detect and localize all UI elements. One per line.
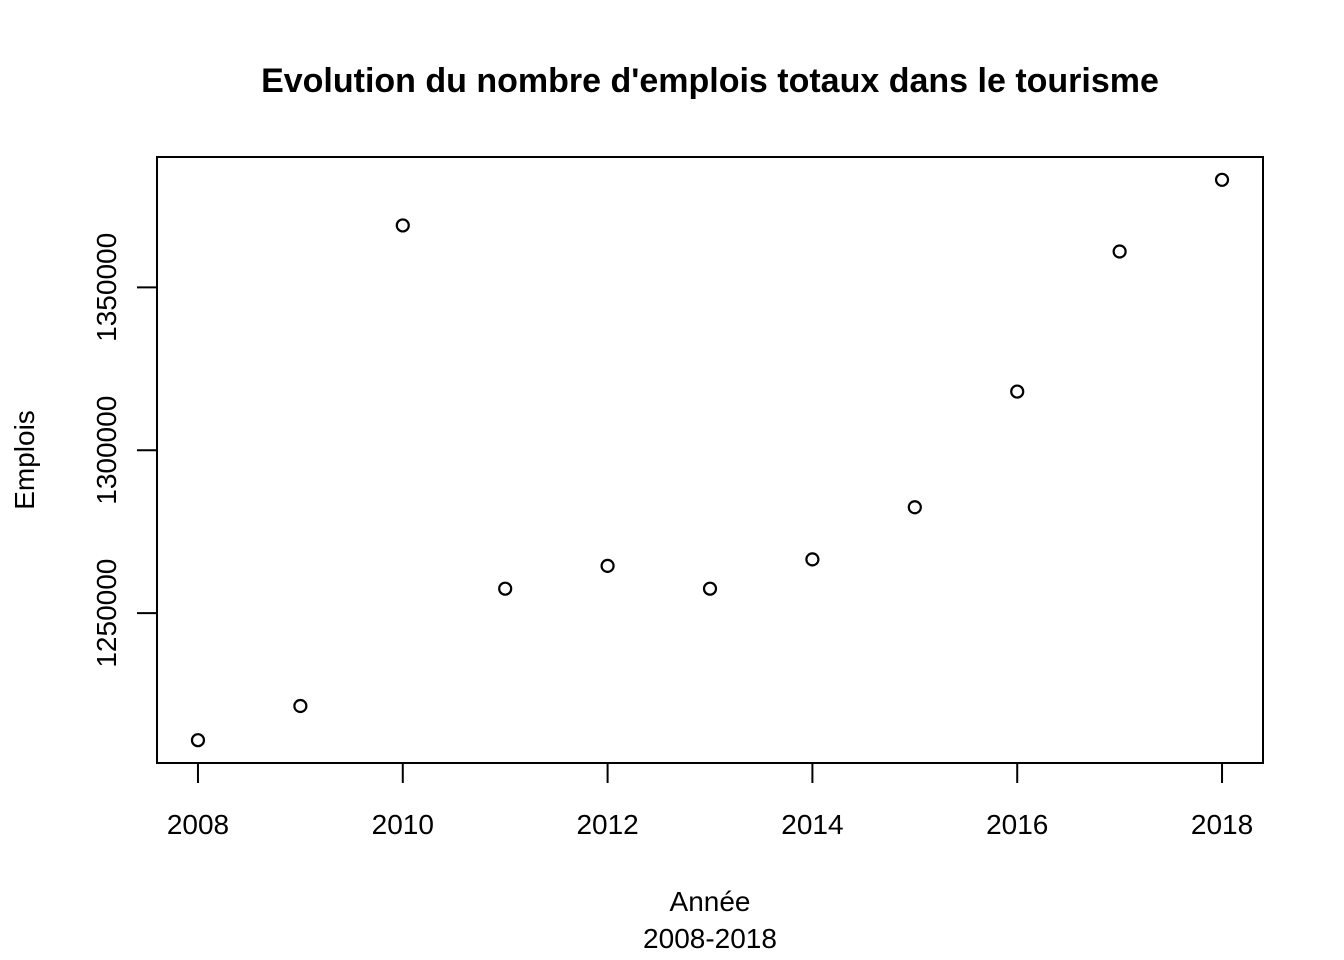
- x-tick-label: 2018: [1191, 809, 1253, 840]
- y-axis: 1250000 1300000 1350000: [91, 233, 158, 668]
- data-point: [805, 552, 820, 567]
- x-axis-label: Année: [670, 886, 751, 917]
- x-axis: 2008 2010 2012 2014 2016 2018: [167, 762, 1253, 840]
- data-point: [498, 581, 513, 596]
- x-tick-label: 2008: [167, 809, 229, 840]
- x-tick-label: 2010: [372, 809, 434, 840]
- data-points: [190, 172, 1230, 748]
- data-point: [190, 733, 206, 748]
- data-point: [395, 218, 410, 233]
- x-tick-label: 2014: [781, 809, 843, 840]
- data-point: [293, 698, 308, 714]
- data-point: [600, 558, 615, 573]
- chart-title: Evolution du nombre d'emplois totaux dan…: [261, 62, 1159, 100]
- y-axis-label: Emplois: [9, 410, 40, 510]
- y-tick-label: 1300000: [91, 396, 122, 505]
- x-tick-label: 2016: [986, 809, 1048, 840]
- data-point: [907, 500, 922, 515]
- data-point: [1112, 244, 1127, 259]
- plot-box: [156, 156, 1264, 764]
- y-tick-label: 1250000: [91, 559, 122, 668]
- data-point: [702, 581, 718, 596]
- x-tick-label: 2012: [576, 809, 638, 840]
- data-point: [1214, 172, 1230, 187]
- x-axis-sublabel: 2008-2018: [643, 923, 777, 954]
- y-tick-label: 1350000: [91, 233, 122, 342]
- data-point: [1010, 384, 1025, 399]
